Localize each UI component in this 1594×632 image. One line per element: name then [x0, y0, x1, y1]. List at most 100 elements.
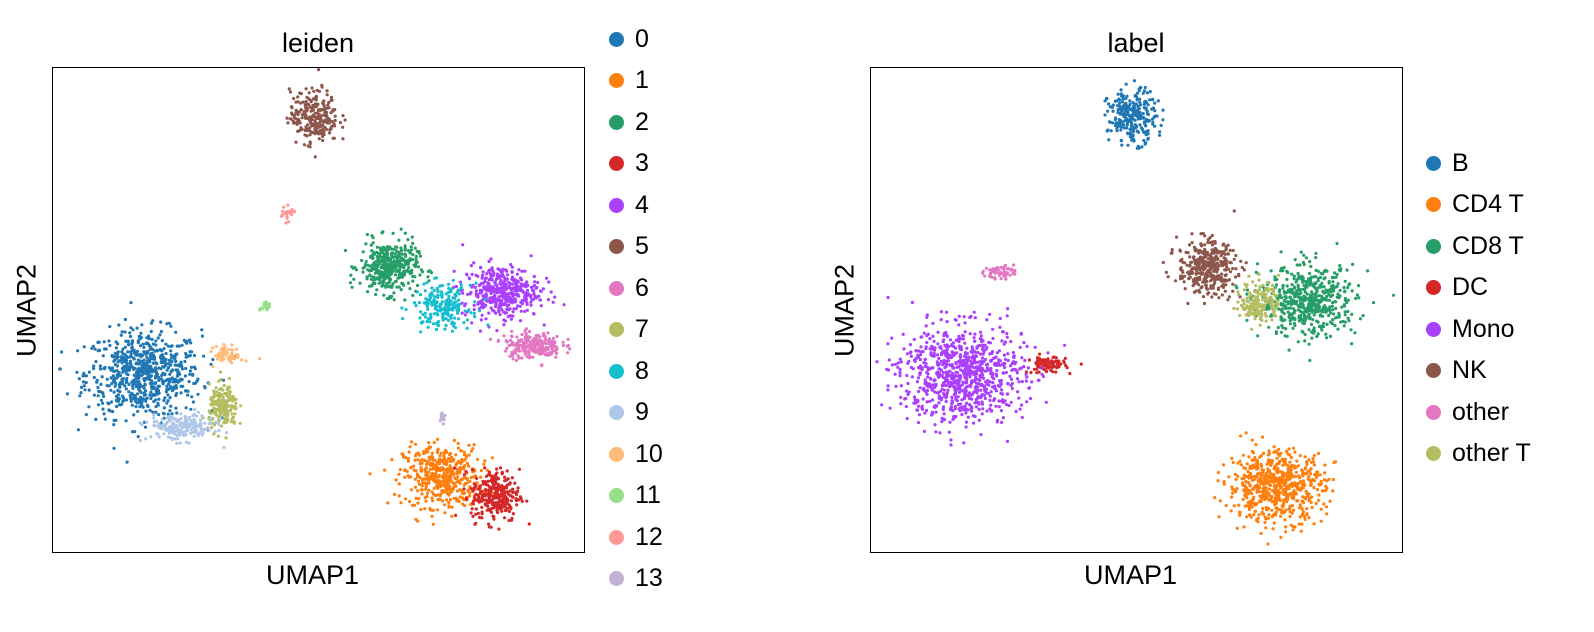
- data-point: [1286, 290, 1290, 294]
- data-point: [413, 458, 417, 462]
- legend-swatch: [609, 280, 624, 296]
- data-point: [425, 281, 429, 285]
- data-point: [363, 262, 368, 267]
- data-point: [435, 460, 439, 464]
- data-point: [1134, 126, 1138, 130]
- data-point: [514, 278, 518, 282]
- data-point: [423, 496, 427, 500]
- data-point: [524, 346, 528, 350]
- data-point: [220, 346, 224, 350]
- data-point: [435, 286, 439, 290]
- data-point: [226, 355, 230, 359]
- data-point: [1283, 518, 1287, 522]
- data-point: [455, 470, 459, 474]
- data-point: [471, 468, 475, 472]
- data-point: [1250, 505, 1254, 509]
- data-point: [444, 302, 448, 306]
- data-point: [408, 500, 412, 504]
- data-point: [430, 303, 434, 307]
- data-point: [1125, 123, 1129, 127]
- data-point: [457, 307, 461, 312]
- data-point: [1304, 489, 1308, 493]
- data-point: [464, 496, 468, 500]
- data-point: [129, 350, 133, 354]
- data-point: [212, 392, 216, 396]
- data-point: [503, 479, 507, 483]
- data-point: [128, 331, 132, 335]
- data-point: [1303, 339, 1307, 343]
- data-point: [189, 365, 194, 369]
- data-point: [289, 212, 293, 216]
- data-point: [1343, 279, 1347, 283]
- data-point: [489, 290, 493, 294]
- data-point: [109, 400, 114, 404]
- data-point: [1139, 103, 1143, 107]
- data-point: [1218, 499, 1222, 503]
- data-point: [480, 313, 484, 317]
- data-point: [288, 90, 293, 94]
- data-point: [446, 282, 451, 286]
- data-point: [222, 383, 226, 388]
- data-point: [223, 418, 227, 422]
- data-point: [341, 137, 345, 141]
- data-point: [452, 481, 456, 485]
- data-point: [1334, 316, 1338, 320]
- data-point: [1119, 88, 1123, 92]
- data-point: [81, 380, 86, 384]
- data-point: [1307, 328, 1311, 332]
- data-point: [1271, 475, 1276, 479]
- data-point: [1289, 472, 1293, 476]
- data-point: [501, 274, 505, 278]
- data-point: [1318, 284, 1322, 288]
- data-point: [546, 298, 550, 302]
- data-point: [432, 288, 436, 292]
- data-point: [1224, 504, 1228, 508]
- data-point: [1302, 253, 1306, 257]
- data-point: [1312, 313, 1316, 317]
- data-point: [1296, 283, 1300, 287]
- data-point: [1353, 331, 1357, 335]
- data-point: [129, 352, 133, 356]
- data-point: [326, 103, 330, 107]
- data-point: [343, 248, 348, 253]
- data-point: [330, 119, 334, 124]
- data-point: [170, 356, 174, 360]
- data-point: [286, 203, 290, 207]
- data-point: [519, 300, 523, 304]
- data-point: [409, 488, 414, 492]
- data-point: [183, 417, 187, 422]
- data-point: [541, 346, 545, 351]
- data-point: [471, 447, 475, 451]
- data-point: [1320, 307, 1324, 312]
- data-point: [157, 378, 161, 382]
- data-point: [415, 472, 419, 476]
- data-point: [154, 390, 158, 394]
- data-point: [1301, 479, 1306, 483]
- data-point: [165, 384, 169, 388]
- data-point: [143, 364, 147, 368]
- data-point: [100, 390, 104, 394]
- legend-item: 12: [609, 522, 663, 552]
- data-point: [331, 109, 335, 113]
- data-point: [1267, 513, 1271, 517]
- legend-swatch: [609, 73, 624, 88]
- data-point: [1115, 129, 1119, 133]
- data-point: [240, 358, 244, 362]
- data-point: [1290, 511, 1294, 515]
- data-point: [1280, 324, 1284, 328]
- data-point: [321, 127, 325, 131]
- data-point: [1295, 499, 1299, 503]
- data-point: [462, 497, 466, 502]
- data-point: [217, 422, 221, 426]
- data-point: [98, 364, 102, 368]
- data-point: [1153, 114, 1157, 118]
- data-point: [1356, 284, 1361, 288]
- data-point: [1144, 106, 1148, 110]
- data-point: [209, 349, 213, 354]
- data-point: [469, 264, 473, 268]
- data-point: [92, 367, 96, 371]
- data-point: [1132, 79, 1136, 83]
- data-point: [165, 421, 169, 425]
- data-point: [446, 318, 450, 322]
- data-point: [1285, 277, 1289, 281]
